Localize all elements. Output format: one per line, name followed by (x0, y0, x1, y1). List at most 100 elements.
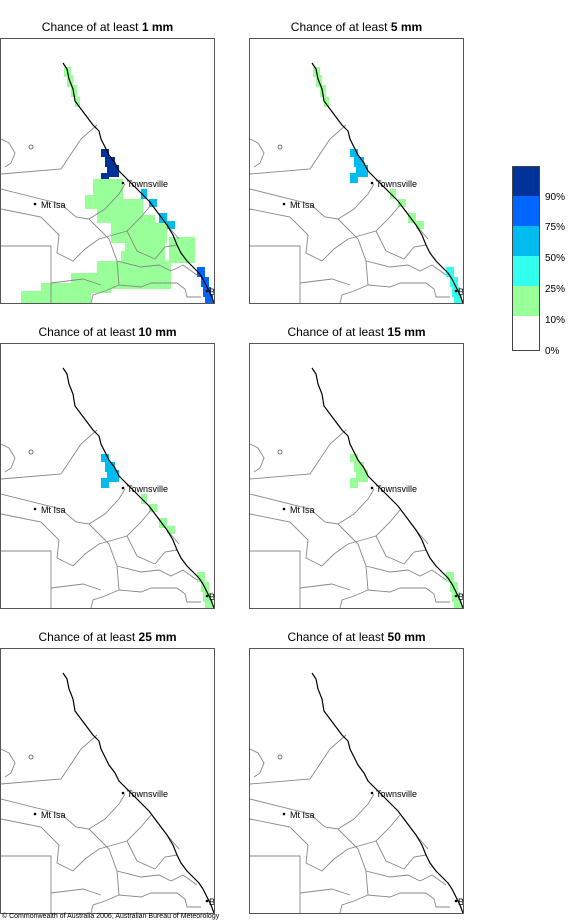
district-boundary (1, 734, 98, 785)
district-boundary (400, 282, 450, 298)
rainfall-cell-central-coast (141, 494, 147, 504)
city-brisbane-dot (454, 899, 458, 903)
district-boundary (118, 892, 152, 898)
rainfall-cell-north-tropical-coast (105, 157, 115, 167)
coastline (62, 62, 214, 303)
rainfall-cell-central-coast (416, 221, 424, 229)
rainfall-cell-north-tropical-coast (350, 454, 358, 462)
island-marker (277, 144, 283, 150)
rainfall-areas (101, 454, 213, 608)
district-boundary (1, 429, 98, 480)
district-boundary (250, 204, 401, 262)
rainfall-cell-southeast-coast (197, 267, 205, 277)
city-mt-isa-label: Mt Isa (41, 200, 66, 210)
rainfall-cell-north-tropical-coast (356, 470, 368, 482)
rainfall-cell-central-coast (408, 213, 416, 223)
city-townsville-label: Townsville (127, 484, 168, 494)
district-boundary (375, 535, 427, 565)
city-brisbane-label: BRIS (209, 592, 214, 602)
district-boundary (375, 230, 427, 260)
coastline (311, 62, 463, 303)
island-marker (28, 449, 34, 455)
rainfall-cell-central-interior (143, 223, 167, 243)
queensland-map: Mt Isa Townsville BRIS (1, 367, 214, 608)
rainfall-cell-central-coast (398, 199, 406, 207)
rainfall-cell-north-tropical-coast (105, 462, 115, 472)
city-mt-isa-label: Mt Isa (290, 200, 315, 210)
rainfall-cell-north-tropical-coast (354, 157, 364, 167)
district-boundary (337, 523, 369, 608)
rainfall-cell-central-coast (167, 526, 175, 534)
panel-title: Chance of at least 15 mm (287, 325, 426, 339)
city-brisbane-dot (205, 594, 209, 598)
district-boundary (400, 892, 450, 908)
map-frame: Mt Isa Townsville BRIS (249, 38, 464, 304)
district-boundary (367, 892, 401, 898)
rainfall-cell-southwest-interior (41, 283, 91, 303)
district-boundary (1, 509, 152, 567)
rainfall-cell-north-tropical-coast (101, 454, 109, 462)
legend: 90% 75% 50% 25% 10% 0% (512, 166, 570, 357)
city-brisbane-dot (454, 289, 458, 293)
city-brisbane-dot (454, 594, 458, 598)
district-boundary (88, 828, 120, 913)
island-marker (28, 144, 34, 150)
district-boundary (1, 814, 152, 872)
rainfall-areas (21, 67, 213, 303)
panel-title: Chance of at least 25 mm (38, 630, 177, 644)
legend-swatch-0 (512, 316, 540, 351)
district-boundary (1, 138, 16, 168)
legend-swatch-50 (512, 226, 540, 256)
legend-swatch-10 (512, 286, 540, 316)
rainfall-cell-southeast-coast (454, 295, 462, 303)
city-mt-isa-label: Mt Isa (41, 505, 66, 515)
island-marker (277, 754, 283, 760)
rainfall-cell-central-interior (93, 179, 123, 201)
island-marker (28, 754, 34, 760)
district-boundary (50, 278, 102, 286)
district-boundary (250, 734, 347, 785)
city-townsville-label: Townsville (376, 179, 417, 189)
district-boundary (250, 509, 401, 567)
district-boundary (1, 550, 52, 608)
rainfall-cell-cape-york-east-coast (75, 97, 80, 107)
district-boundary (299, 278, 351, 286)
legend-label-10: 10% (545, 315, 566, 326)
legend-label-50: 50% (545, 253, 566, 264)
district-boundary (118, 282, 152, 288)
district-boundary (367, 587, 401, 593)
district-boundary (1, 443, 16, 473)
legend-swatch-25 (512, 256, 540, 286)
rainfall-cell-central-interior (85, 195, 99, 209)
city-townsville-dot (370, 791, 374, 795)
district-boundary (250, 748, 265, 778)
panel-title: Chance of at least 50 mm (287, 630, 426, 644)
rainfall-cell-north-tropical-coast (107, 165, 119, 177)
rainfall-cell-central-coast (141, 189, 147, 199)
city-brisbane-dot (205, 899, 209, 903)
district-boundary (299, 888, 351, 896)
district-boundary (400, 587, 450, 603)
rainfall-cell-north-tropical-coast (354, 462, 364, 472)
city-mt-isa-dot (33, 202, 37, 206)
city-brisbane-label: BRIS (209, 287, 214, 297)
city-mt-isa-dot (282, 507, 286, 511)
rainfall-cell-cape-york-east-coast (320, 85, 326, 97)
district-boundary (299, 583, 351, 591)
coastline (311, 367, 463, 608)
map-frame: Mt Isa Townsville BRIS (249, 343, 464, 609)
city-townsville-label: Townsville (376, 484, 417, 494)
legend-label-25: 25% (545, 284, 566, 295)
district-boundary (250, 550, 301, 608)
district-boundary (151, 282, 201, 298)
district-boundary (375, 840, 427, 870)
district-boundary (1, 204, 152, 262)
map-frame: Mt Isa Townsville BRIS (249, 648, 464, 914)
district-boundary (88, 523, 120, 608)
rainfall-cell-southeast-coast (446, 572, 454, 582)
queensland-map: Mt Isa Townsville BRIS (250, 672, 463, 913)
legend-swatch-90 (512, 166, 540, 196)
legend-label-90: 90% (545, 192, 566, 203)
district-boundary (367, 282, 401, 288)
city-townsville-label: Townsville (127, 789, 168, 799)
